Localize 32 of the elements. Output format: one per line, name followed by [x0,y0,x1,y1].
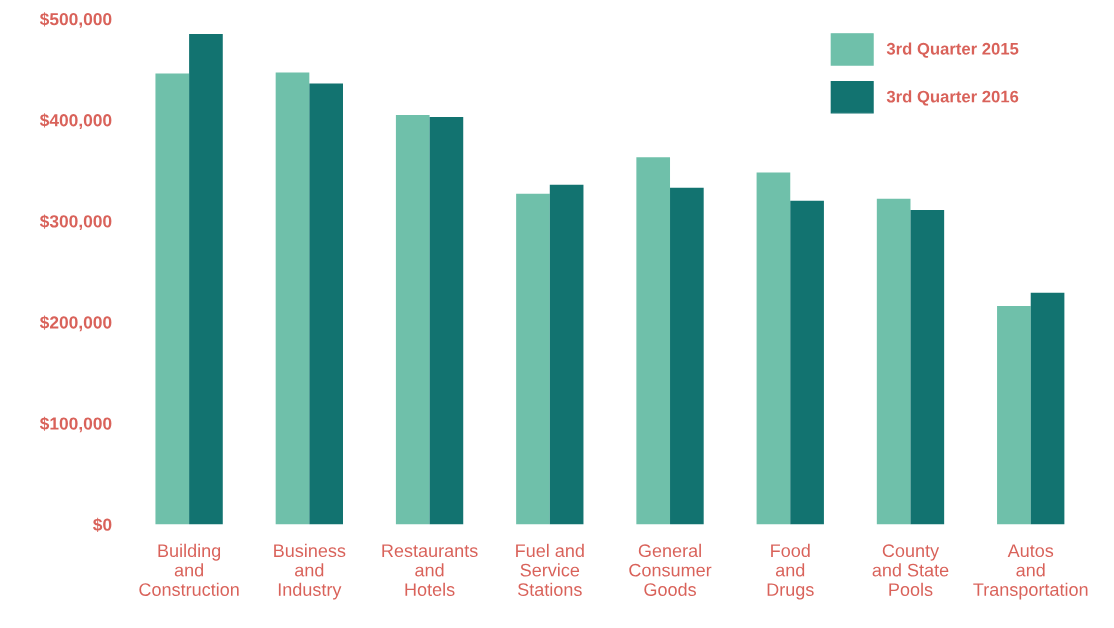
x-tick-label: Fuel and Service Stations [516,543,584,596]
bar [876,198,911,525]
bar [309,83,343,525]
bar [790,200,824,525]
y-tick-label: $500,000 [39,12,112,28]
x-tick-label: Autos and Transportation [973,544,1088,600]
x-tick-label: Food and Drugs [767,543,814,600]
bar [275,72,310,525]
x-tick-label: General Consumer Goods [629,543,712,596]
legend-label: 3rd Quarter 2015 [886,42,1019,58]
x-tick-label: Building and Construction [139,543,239,596]
bar [189,34,223,525]
bar [395,114,430,525]
x-tick-label: County and State Pools [872,544,949,596]
bar [155,73,190,525]
bar [997,305,1031,525]
legend-label: 3rd Quarter 2016 [886,90,1019,106]
bar [1030,292,1065,525]
bar [429,116,464,525]
y-tick-label: $200,000 [39,315,112,332]
bar [910,209,945,525]
bar [670,187,704,525]
x-tick-label: Business and Industry [274,543,346,600]
y-tick-label: $0 [93,517,112,532]
bar [549,184,584,525]
x-tick-label: Restaurants and Hotels [382,544,478,596]
y-tick-label: $300,000 [39,214,112,231]
bar [636,157,671,525]
y-tick-label: $400,000 [39,113,112,129]
y-tick-label: $100,000 [39,416,112,433]
bar [756,172,791,525]
bar [516,193,550,525]
